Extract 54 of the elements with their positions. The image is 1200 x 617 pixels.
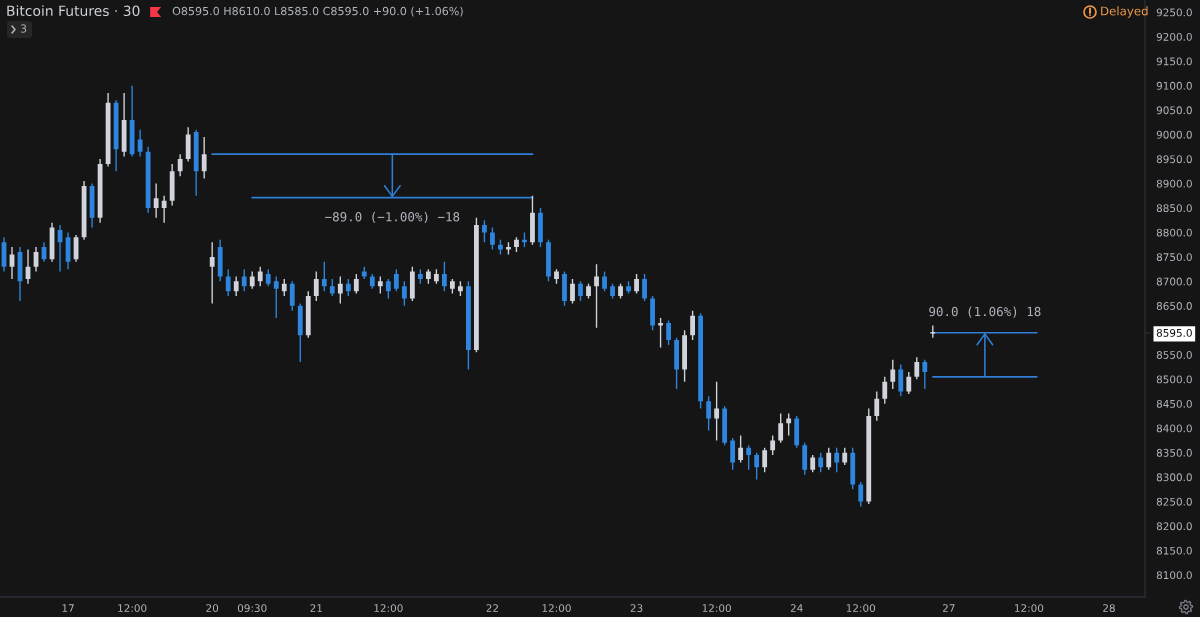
x-tick-label: 12:00 bbox=[374, 604, 403, 613]
y-tick-label: 8950.0 bbox=[1156, 155, 1192, 164]
x-tick-label: 12:00 bbox=[118, 604, 147, 613]
y-tick-label: 9200.0 bbox=[1156, 32, 1192, 41]
text: O8595.0 H8610.0 L8585.0 C8595.0 +90.0 (+1.06%) bbox=[172, 6, 463, 17]
annotation: 90.0 (1.06%) 18 bbox=[929, 306, 1041, 318]
x-tick-label: 17 bbox=[62, 604, 74, 612]
y-tick-label: 8200.0 bbox=[1156, 522, 1192, 531]
y-tick-label: 8550.0 bbox=[1156, 351, 1192, 359]
y-tick-label: 8150.0 bbox=[1156, 546, 1192, 555]
candlestick bbox=[57, 225, 63, 272]
x-tick-label: 12:00 bbox=[1015, 604, 1044, 613]
x-tick-label: 22 bbox=[486, 604, 499, 612]
y-tick-label: 9050.0 bbox=[1156, 106, 1192, 115]
y-tick-label: 9000.0 bbox=[1156, 130, 1192, 139]
candlestick bbox=[177, 154, 183, 177]
x-tick-label: 23 bbox=[630, 604, 643, 613]
y-tick-label: 8100.0 bbox=[1156, 571, 1192, 580]
y-tick-label: 8595.0 bbox=[1156, 328, 1192, 337]
y-tick-label: 8850.0 bbox=[1156, 204, 1192, 213]
candlestick bbox=[201, 137, 207, 179]
candlestick bbox=[129, 85, 135, 157]
y-tick-label: 9250.0 bbox=[1156, 8, 1192, 17]
y-tick-label: 8450.0 bbox=[1156, 399, 1192, 408]
candlestick bbox=[193, 129, 199, 196]
candlestick bbox=[137, 129, 143, 157]
candlestick bbox=[121, 92, 127, 157]
y-tick-label: 8900.0 bbox=[1156, 179, 1192, 188]
x-tick-label: 09:30 bbox=[237, 604, 267, 613]
x-tick-label: 12:00 bbox=[542, 604, 571, 613]
y-tick-label: 8800.0 bbox=[1156, 228, 1192, 237]
y-tick-label: 8400.0 bbox=[1156, 424, 1192, 433]
x-tick-label: 28 bbox=[1103, 604, 1115, 613]
y-tick-label: 8350.0 bbox=[1156, 448, 1192, 457]
y-tick-label: 8700.0 bbox=[1156, 277, 1192, 286]
x-tick-label: 27 bbox=[942, 604, 955, 612]
x-tick-label: 24 bbox=[790, 604, 803, 612]
y-tick-label: 8250.0 bbox=[1156, 497, 1192, 506]
y-tick-label: 8650.0 bbox=[1156, 302, 1192, 310]
x-tick-label: 20 bbox=[206, 604, 219, 613]
annotation: −89.0 (−1.00%) −18 bbox=[325, 211, 460, 223]
candlestick bbox=[161, 195, 167, 223]
x-tick-label: 12:00 bbox=[846, 604, 876, 613]
annotation: 3 bbox=[20, 24, 27, 33]
x-tick-label: 21 bbox=[310, 604, 322, 612]
candlestick bbox=[153, 183, 159, 218]
y-tick-label: 8500.0 bbox=[1156, 375, 1192, 384]
x-tick-label: 12:00 bbox=[702, 604, 731, 613]
y-tick-label: 8750.0 bbox=[1156, 253, 1192, 262]
annotation: Delayed bbox=[1101, 6, 1148, 18]
y-tick-label: 8300.0 bbox=[1156, 473, 1192, 482]
y-tick-label: 9100.0 bbox=[1156, 81, 1192, 90]
chart-title: Bitcoin Futures · 30 bbox=[7, 5, 140, 17]
y-tick-label: 9150.0 bbox=[1156, 57, 1192, 66]
